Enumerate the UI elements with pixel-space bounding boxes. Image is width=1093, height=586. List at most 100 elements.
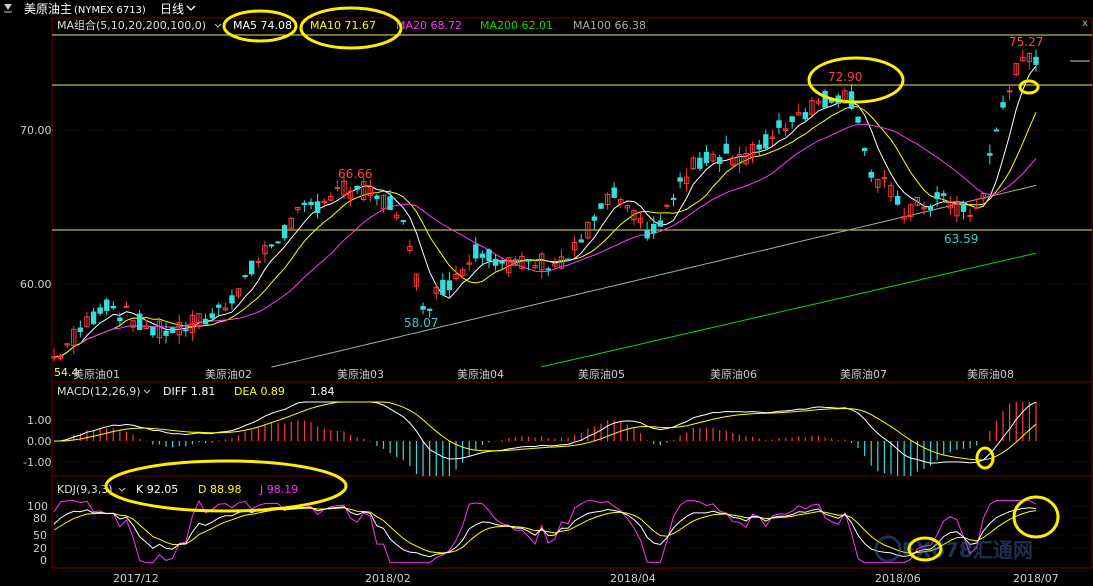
candle-body[interactable] [367, 186, 374, 196]
candle-body[interactable] [644, 230, 650, 239]
candle-body[interactable] [743, 153, 749, 165]
candle-body[interactable] [861, 147, 868, 152]
candle-body[interactable] [618, 199, 624, 205]
candle-body[interactable] [651, 223, 657, 234]
candle-body[interactable] [242, 275, 248, 278]
candle-body[interactable] [400, 220, 407, 223]
candle-body[interactable] [888, 184, 894, 198]
candle-body[interactable] [578, 239, 584, 243]
candle-body[interactable] [730, 157, 736, 166]
candle-body[interactable] [413, 273, 420, 287]
candle-body[interactable] [130, 320, 136, 328]
candle-body[interactable] [809, 100, 815, 115]
candle-body[interactable] [374, 195, 380, 199]
candle-body[interactable] [604, 193, 611, 206]
macd-name[interactable]: MACD(12,26,9) [57, 385, 141, 398]
candle-body[interactable] [466, 262, 472, 265]
candle-body[interactable] [268, 244, 275, 247]
candle-body[interactable] [683, 176, 690, 184]
candle-body[interactable] [71, 328, 77, 346]
candle-body[interactable] [209, 313, 215, 319]
chevron-down-icon[interactable] [143, 389, 151, 394]
candle-body[interactable] [848, 91, 855, 109]
candle-body[interactable] [84, 316, 90, 328]
candle-body[interactable] [980, 192, 986, 200]
candle-body[interactable] [341, 180, 347, 196]
candle-body[interactable] [51, 356, 57, 359]
candle-body[interactable] [703, 151, 710, 164]
candle-body[interactable] [308, 201, 314, 206]
candle-body[interactable] [598, 203, 604, 209]
candle-body[interactable] [637, 217, 644, 223]
candle-body[interactable] [156, 320, 163, 339]
candle-body[interactable] [657, 220, 664, 227]
candle-body[interactable] [558, 256, 565, 269]
candle-body[interactable] [479, 253, 486, 258]
candle-body[interactable] [420, 306, 426, 310]
candle-body[interactable] [769, 136, 776, 139]
candle-body[interactable] [1026, 52, 1033, 63]
candle-body[interactable] [486, 249, 492, 262]
period-selector[interactable]: 日线 [160, 2, 184, 16]
candle-body[interactable] [1020, 56, 1026, 62]
candle-body[interactable] [954, 203, 960, 217]
candle-body[interactable] [150, 326, 156, 336]
candle-body[interactable] [354, 185, 360, 190]
candle-body[interactable] [756, 144, 762, 150]
candle-body[interactable] [1033, 56, 1039, 65]
candle-body[interactable] [585, 221, 591, 239]
candle-body[interactable] [216, 304, 222, 308]
candle-body[interactable] [196, 313, 202, 328]
candle-body[interactable] [539, 253, 545, 271]
candle-body[interactable] [611, 187, 617, 198]
candle-body[interactable] [947, 201, 954, 209]
candle-body[interactable] [143, 325, 149, 330]
candle-body[interactable] [169, 327, 176, 333]
candle-body[interactable] [525, 259, 532, 262]
candle-body[interactable] [301, 202, 308, 206]
candle-body[interactable] [967, 214, 973, 217]
candle-body[interactable] [868, 171, 874, 178]
candle-body[interactable] [822, 90, 828, 108]
candle-body[interactable] [552, 263, 558, 267]
candle-body[interactable] [249, 260, 255, 275]
candle-body[interactable] [571, 242, 578, 251]
candle-body[interactable] [789, 116, 795, 122]
candle-body[interactable] [987, 153, 993, 156]
candle-body[interactable] [314, 201, 321, 213]
candle-body[interactable] [380, 194, 387, 210]
candle-body[interactable] [993, 129, 1000, 132]
candle-body[interactable] [136, 313, 143, 330]
candle-body[interactable] [690, 157, 696, 170]
candle-body[interactable] [97, 307, 103, 314]
candle-body[interactable] [123, 305, 130, 308]
candle-body[interactable] [1000, 102, 1006, 108]
close-icon[interactable]: x [1082, 18, 1088, 29]
candle-body[interactable] [908, 204, 914, 218]
candle-body[interactable] [295, 207, 301, 211]
candle-body[interactable] [670, 197, 677, 200]
candle-body[interactable] [545, 268, 551, 271]
candle-body[interactable] [782, 128, 789, 131]
candle-body[interactable] [473, 244, 479, 259]
ma-group-label[interactable]: MA组合(5,10,20,200,100,0) [57, 18, 206, 32]
candle-body[interactable] [492, 258, 499, 266]
candle-body[interactable] [921, 206, 927, 210]
candle-body[interactable] [697, 157, 703, 169]
candle-body[interactable] [288, 217, 294, 229]
candle-body[interactable] [591, 216, 598, 221]
candle-body[interactable] [229, 295, 235, 304]
candle-body[interactable] [235, 288, 242, 297]
candle-body[interactable] [749, 144, 756, 158]
candle-body[interactable] [440, 279, 446, 295]
candle-body[interactable] [875, 178, 881, 188]
candle-body[interactable] [512, 259, 519, 266]
candle-body[interactable] [163, 330, 169, 336]
candle-body[interactable] [90, 311, 97, 325]
candle-body[interactable] [796, 112, 802, 116]
candle-body[interactable] [901, 215, 907, 220]
candle-body[interactable] [499, 261, 505, 264]
candle-body[interactable] [710, 153, 716, 162]
candle-body[interactable] [334, 187, 341, 190]
